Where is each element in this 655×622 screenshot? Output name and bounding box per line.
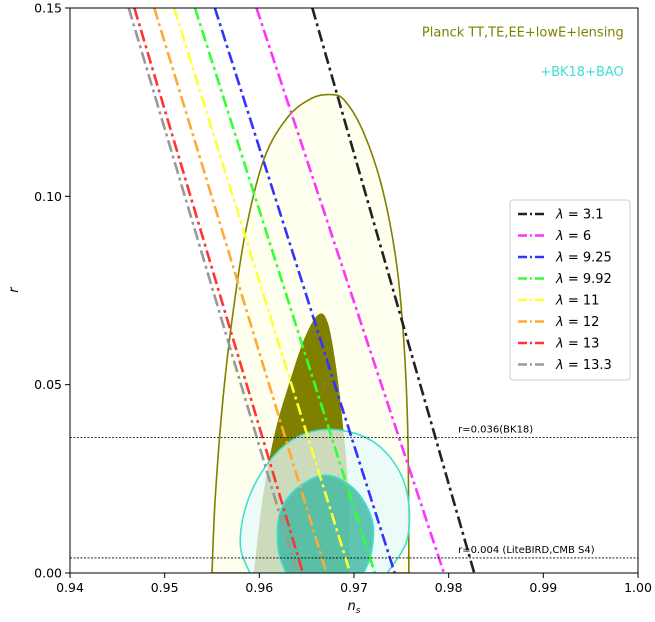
hline-label-1: r=0.004 (LiteBIRD,CMB S4) <box>458 545 595 556</box>
series-line-4 <box>172 8 352 573</box>
legend-label-4: λ = 11 <box>555 294 599 309</box>
legend: λ = 3.1 λ = 6 λ = 9.25 λ = 9.92 λ = 11 λ = 12… <box>509 199 631 381</box>
reference-lines <box>70 436 638 559</box>
x-axis: 0.94 0.95 0.96 0.97 0.98 0.99 1.00 <box>56 573 652 595</box>
series-line-1 <box>255 8 446 573</box>
series-line-2 <box>213 8 396 573</box>
series-line-6 <box>133 8 305 573</box>
y-tick-label-3: 0.15 <box>34 1 62 16</box>
annotation-0: Planck TT,TE,EE+lowE+lensing <box>422 25 624 40</box>
x-tick-label-5: 0.99 <box>529 580 557 595</box>
y-tick-label-1: 0.05 <box>34 377 62 392</box>
legend-label-6: λ = 13 <box>555 337 599 352</box>
series-line-5 <box>153 8 328 573</box>
x-tick-label-0: 0.94 <box>56 580 84 595</box>
series-line-7 <box>127 8 299 573</box>
legend-label-3: λ = 9.92 <box>555 272 612 287</box>
legend-label-2: λ = 9.25 <box>555 251 612 266</box>
series-layer <box>127 8 476 573</box>
legend-label-1: λ = 6 <box>555 229 591 244</box>
x-tick-label-2: 0.96 <box>245 580 273 595</box>
hline-label-0: r=0.036(BK18) <box>458 424 533 435</box>
y-axis: 0.00 0.05 0.10 0.15 <box>34 1 70 581</box>
x-axis-label-sub: s <box>356 606 361 616</box>
legend-label-7: λ = 13.3 <box>555 358 612 373</box>
series-line-3 <box>193 8 377 573</box>
legend-label-5: λ = 12 <box>555 315 599 330</box>
x-tick-label-6: 1.00 <box>624 580 652 595</box>
annotations: r=0.036(BK18) r=0.004 (LiteBIRD,CMB S4) Pl… <box>422 25 624 556</box>
y-tick-label-0: 0.00 <box>34 566 62 581</box>
x-tick-label-1: 0.95 <box>151 580 179 595</box>
y-axis-label: r <box>7 286 22 293</box>
y-tick-label-2: 0.10 <box>34 189 62 204</box>
series-line-0 <box>311 8 476 573</box>
contour-layer <box>211 93 411 573</box>
annotation-1: +BK18+BAO <box>540 65 624 80</box>
x-tick-label-4: 0.98 <box>435 580 463 595</box>
x-axis-label: ns <box>348 599 361 616</box>
x-tick-label-3: 0.97 <box>340 580 368 595</box>
contour-bk18-bao-68 <box>276 474 375 573</box>
x-axis-label-main: n <box>348 599 356 614</box>
legend-label-0: λ = 3.1 <box>555 208 604 223</box>
legend-box <box>509 199 631 381</box>
